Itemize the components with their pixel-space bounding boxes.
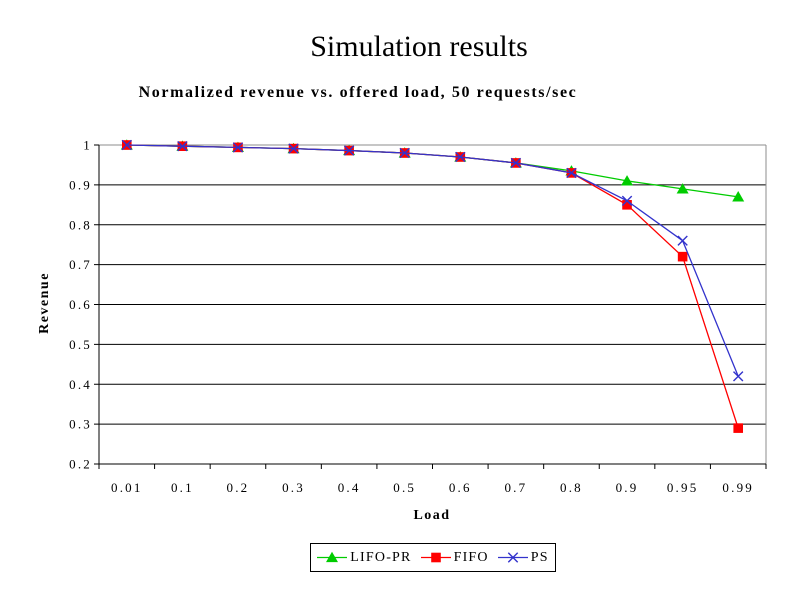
x-tick-label: 0.1	[171, 480, 194, 495]
chart-subtitle: Normalized revenue vs. offered load, 50 …	[138, 84, 578, 101]
data-point-marker	[288, 143, 299, 154]
data-point-marker	[232, 142, 244, 153]
y-tick-label: 0.4	[69, 377, 92, 392]
data-point-marker	[507, 552, 518, 563]
data-point-marker	[121, 139, 132, 151]
y-tick-label: 0.7	[69, 257, 92, 272]
y-tick-label: 0.6	[69, 297, 92, 312]
x-axis-title: Load	[413, 508, 451, 523]
x-tick-label: 0.7	[504, 480, 527, 495]
y-tick-label: 0.5	[69, 337, 92, 352]
data-point-marker	[510, 157, 522, 169]
data-point-marker	[621, 195, 633, 207]
x-tick-label: 0.8	[560, 480, 583, 495]
data-point-marker	[676, 183, 689, 194]
y-tick-label: 0.8	[69, 217, 92, 232]
series-line	[126, 144, 739, 377]
data-point-marker	[733, 371, 744, 382]
legend-item-fifo: FIFO	[420, 549, 489, 566]
legend: LIFO-PR FIFO PS	[310, 543, 556, 572]
legend-label-lifo-pr: LIFO-PR	[350, 549, 412, 565]
lifo-pr-triangle-marker-icon	[317, 551, 348, 564]
data-point-marker	[430, 552, 441, 563]
series-lifo-pr	[120, 139, 745, 202]
data-point-marker	[326, 551, 339, 563]
data-point-marker	[621, 175, 634, 186]
data-point-marker	[732, 191, 745, 202]
legend-item-ps: PS	[497, 549, 549, 566]
y-tick-label: 0.3	[69, 417, 92, 432]
data-point-marker	[399, 147, 410, 159]
ps-x-marker-icon	[497, 551, 528, 564]
x-tick-label: 0.6	[449, 480, 472, 495]
x-tick-label: 0.01	[111, 480, 143, 495]
x-tick-label: 0.9	[616, 480, 639, 495]
data-point-marker	[566, 167, 577, 179]
data-point-marker	[455, 151, 466, 163]
y-tick-label: 1	[83, 138, 92, 153]
x-tick-label: 0.99	[722, 480, 754, 495]
y-tick-label: 0.2	[69, 457, 92, 472]
data-point-marker	[343, 145, 355, 156]
x-tick-label: 0.5	[393, 480, 416, 495]
x-tick-label: 0.4	[338, 480, 361, 495]
data-point-marker	[677, 235, 688, 246]
data-point-marker	[622, 200, 632, 210]
series-line	[126, 144, 739, 429]
fifo-square-marker-icon	[420, 551, 451, 564]
data-point-marker	[177, 141, 188, 152]
x-tick-label: 0.3	[282, 480, 305, 495]
legend-item-lifo-pr: LIFO-PR	[317, 550, 411, 566]
legend-label-fifo: FIFO	[453, 549, 489, 565]
x-tick-label: 0.2	[227, 480, 250, 495]
chart-title: Simulation results	[310, 30, 528, 63]
x-tick-label: 0.95	[667, 480, 699, 495]
series-line	[126, 144, 739, 198]
data-point-marker	[733, 423, 744, 433]
series-ps	[121, 139, 744, 382]
legend-label-ps: PS	[530, 549, 549, 565]
data-point-marker	[677, 251, 688, 262]
y-tick-label: 0.9	[69, 177, 92, 192]
